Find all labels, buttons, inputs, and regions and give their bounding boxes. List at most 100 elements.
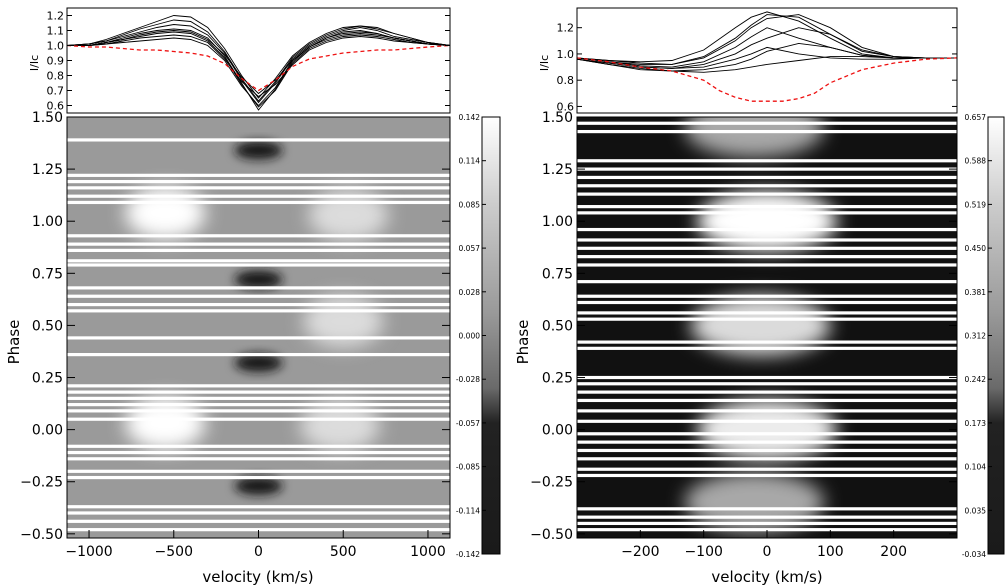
- right-heatmap-phase-gap: [577, 409, 957, 413]
- right-heatmap-phase-gap: [577, 390, 957, 394]
- right-heatmap-phase-gap: [577, 227, 957, 232]
- left-heatmap-absorption-feature-2: [234, 270, 283, 289]
- right-profile-ytick-label: 0.8: [557, 74, 575, 87]
- left-heatmap-phase-gap: [67, 309, 450, 313]
- left-heatmap-phase-gap: [67, 200, 450, 205]
- right-heatmap-colorbar-label: 0.312: [965, 332, 987, 341]
- left-heatmap-ytick-label: 1.50: [32, 110, 63, 126]
- left-heatmap-xtick-label: −1000: [65, 544, 112, 560]
- left-heatmap-phase-gap: [67, 286, 450, 290]
- left-heatmap-colorbar-label: 0.142: [459, 113, 481, 122]
- left-heatmap-phase-gap: [67, 457, 450, 461]
- left-profile-ytick-label: 1.2: [47, 10, 65, 23]
- right-heatmap-ytick-label: −0.25: [530, 475, 573, 491]
- right-heatmap-phase-gap: [577, 211, 957, 215]
- left-heatmap-xtick-label: −500: [155, 544, 193, 560]
- right-profile-ytick-label: 1.2: [557, 22, 575, 35]
- right-heatmap-emission-feature-1: [697, 191, 837, 252]
- left-heatmap-phase-gap: [67, 242, 450, 246]
- left-heatmap-xtick-label: 0: [254, 544, 263, 560]
- right-heatmap-phase-gap: [577, 515, 957, 519]
- right-heatmap-colorbar-label: 0.381: [965, 288, 987, 297]
- left-heatmap-phase-gap: [67, 417, 450, 421]
- left-heatmap-phase-gap: [67, 138, 450, 142]
- right-heatmap-phase-gap: [577, 507, 957, 511]
- left-profile-ytick-label: 1.0: [47, 40, 65, 53]
- right-heatmap-phase-gap: [577, 340, 957, 344]
- left-profile-ytick-label: 0.8: [47, 70, 65, 83]
- left-heatmap-phase-gap: [67, 390, 450, 394]
- left-heatmap-phase-gap: [67, 469, 450, 473]
- left-profile-series-line-6: [67, 19, 450, 102]
- left-heatmap-colorbar-label: -0.114: [456, 506, 480, 515]
- right-heatmap-ylabel: Phase: [514, 320, 532, 365]
- right-heatmap-phase-gap: [577, 467, 957, 471]
- right-heatmap-xtick-label: 200: [880, 544, 907, 560]
- left-heatmap-absorption-feature-1: [234, 141, 283, 160]
- left-heatmap-ytick-label: 0.50: [32, 318, 63, 334]
- left-heatmap-phase-gap: [67, 352, 450, 357]
- left-heatmap-ytick-label: 1.00: [32, 214, 63, 230]
- right-heatmap-xtick-label: 100: [817, 544, 844, 560]
- right-heatmap-ytick-label: 1.50: [542, 110, 573, 126]
- right-heatmap-phase-gap: [577, 121, 957, 125]
- right-heatmap-phase-gap: [577, 238, 957, 242]
- right-heatmap-phase-gap: [577, 440, 957, 444]
- right-heatmap-phase-gap: [577, 375, 957, 380]
- left-profile-series-line-3: [67, 30, 450, 107]
- right-heatmap-phase-gap: [577, 432, 957, 436]
- left-heatmap-phase-gap: [67, 505, 450, 509]
- left-heatmap-emission-feature-5: [125, 186, 206, 239]
- right-heatmap-colorbar-label: 0.104: [965, 463, 987, 472]
- left-heatmap-ylabel: Phase: [5, 320, 23, 365]
- left-heatmap-xtick-label: 500: [330, 544, 357, 560]
- right-heatmap-emission-feature-3: [697, 399, 837, 460]
- right-heatmap-phase-gap: [577, 255, 957, 259]
- left-heatmap-xtick-label: 1000: [410, 544, 446, 560]
- left-heatmap-colorbar-label: -0.028: [456, 375, 480, 384]
- left-heatmap-ytick-label: −0.50: [20, 527, 63, 543]
- left-heatmap-phase-gap: [67, 403, 450, 407]
- left-heatmap-phase-gap: [67, 180, 450, 184]
- right-heatmap-colorbar-label: 0.242: [965, 375, 987, 384]
- left-heatmap-colorbar-label: -0.057: [456, 419, 480, 428]
- left-heatmap-phase-gap: [67, 475, 450, 480]
- left-heatmap-ytick-label: −0.25: [20, 475, 63, 491]
- left-profile-series-line-1: [67, 15, 450, 99]
- left-heatmap-phase-gap: [67, 294, 450, 298]
- right-profile-ytick-label: 1.0: [557, 48, 575, 61]
- right-heatmap-phase-gap: [577, 184, 957, 188]
- left-profile-frame: [66, 7, 451, 114]
- left-heatmap-absorption-feature-3: [234, 353, 283, 372]
- right-profile-frame: [576, 7, 958, 114]
- left-profile-series-line-8: [67, 30, 450, 95]
- right-heatmap-phase-gap: [577, 419, 957, 423]
- left-heatmap-colorbar-label: 0.028: [459, 288, 481, 297]
- left-heatmap-colorbar-label: 0.114: [459, 157, 481, 166]
- left-heatmap-phase-gap: [67, 263, 450, 267]
- right-heatmap-phase-gap: [577, 300, 957, 305]
- right-heatmap-phase-gap: [577, 263, 957, 267]
- right-heatmap-emission-feature-2: [690, 295, 831, 356]
- right-heatmap-ytick-label: 0.75: [542, 266, 573, 282]
- left-heatmap-phase-gap: [67, 528, 450, 532]
- right-heatmap-phase-gap: [577, 317, 957, 321]
- left-heatmap-plot: 1.50 1.25 1.00 0.75 0.50 0.25 0.00 −0.25 −0.50−1…: [5, 110, 501, 586]
- right-profile-series-line-1: [577, 11, 957, 63]
- right-heatmap-phase-gap: [577, 246, 957, 250]
- left-heatmap-phase-gap: [67, 444, 450, 448]
- right-heatmap-ytick-label: 0.25: [542, 371, 573, 387]
- right-profile-series-line-7: [577, 14, 957, 65]
- left-profile-series-line-9: [67, 44, 450, 92]
- left-profile-series-line-4: [67, 24, 450, 104]
- right-heatmap-colorbar-label: 0.657: [965, 113, 987, 122]
- left-profile-ytick-label: 1.1: [47, 25, 65, 38]
- right-heatmap-xtick-label: −200: [621, 544, 659, 560]
- left-heatmap-phase-gap: [67, 186, 450, 190]
- right-heatmap-xtick-label: −100: [684, 544, 722, 560]
- right-heatmap-phase-gap: [577, 346, 957, 350]
- left-heatmap-phase-gap: [67, 259, 450, 263]
- right-heatmap-phase-gap: [577, 294, 957, 298]
- left-heatmap-colorbar-label: -0.142: [456, 550, 480, 559]
- right-heatmap-xlabel: velocity (km/s): [711, 568, 822, 586]
